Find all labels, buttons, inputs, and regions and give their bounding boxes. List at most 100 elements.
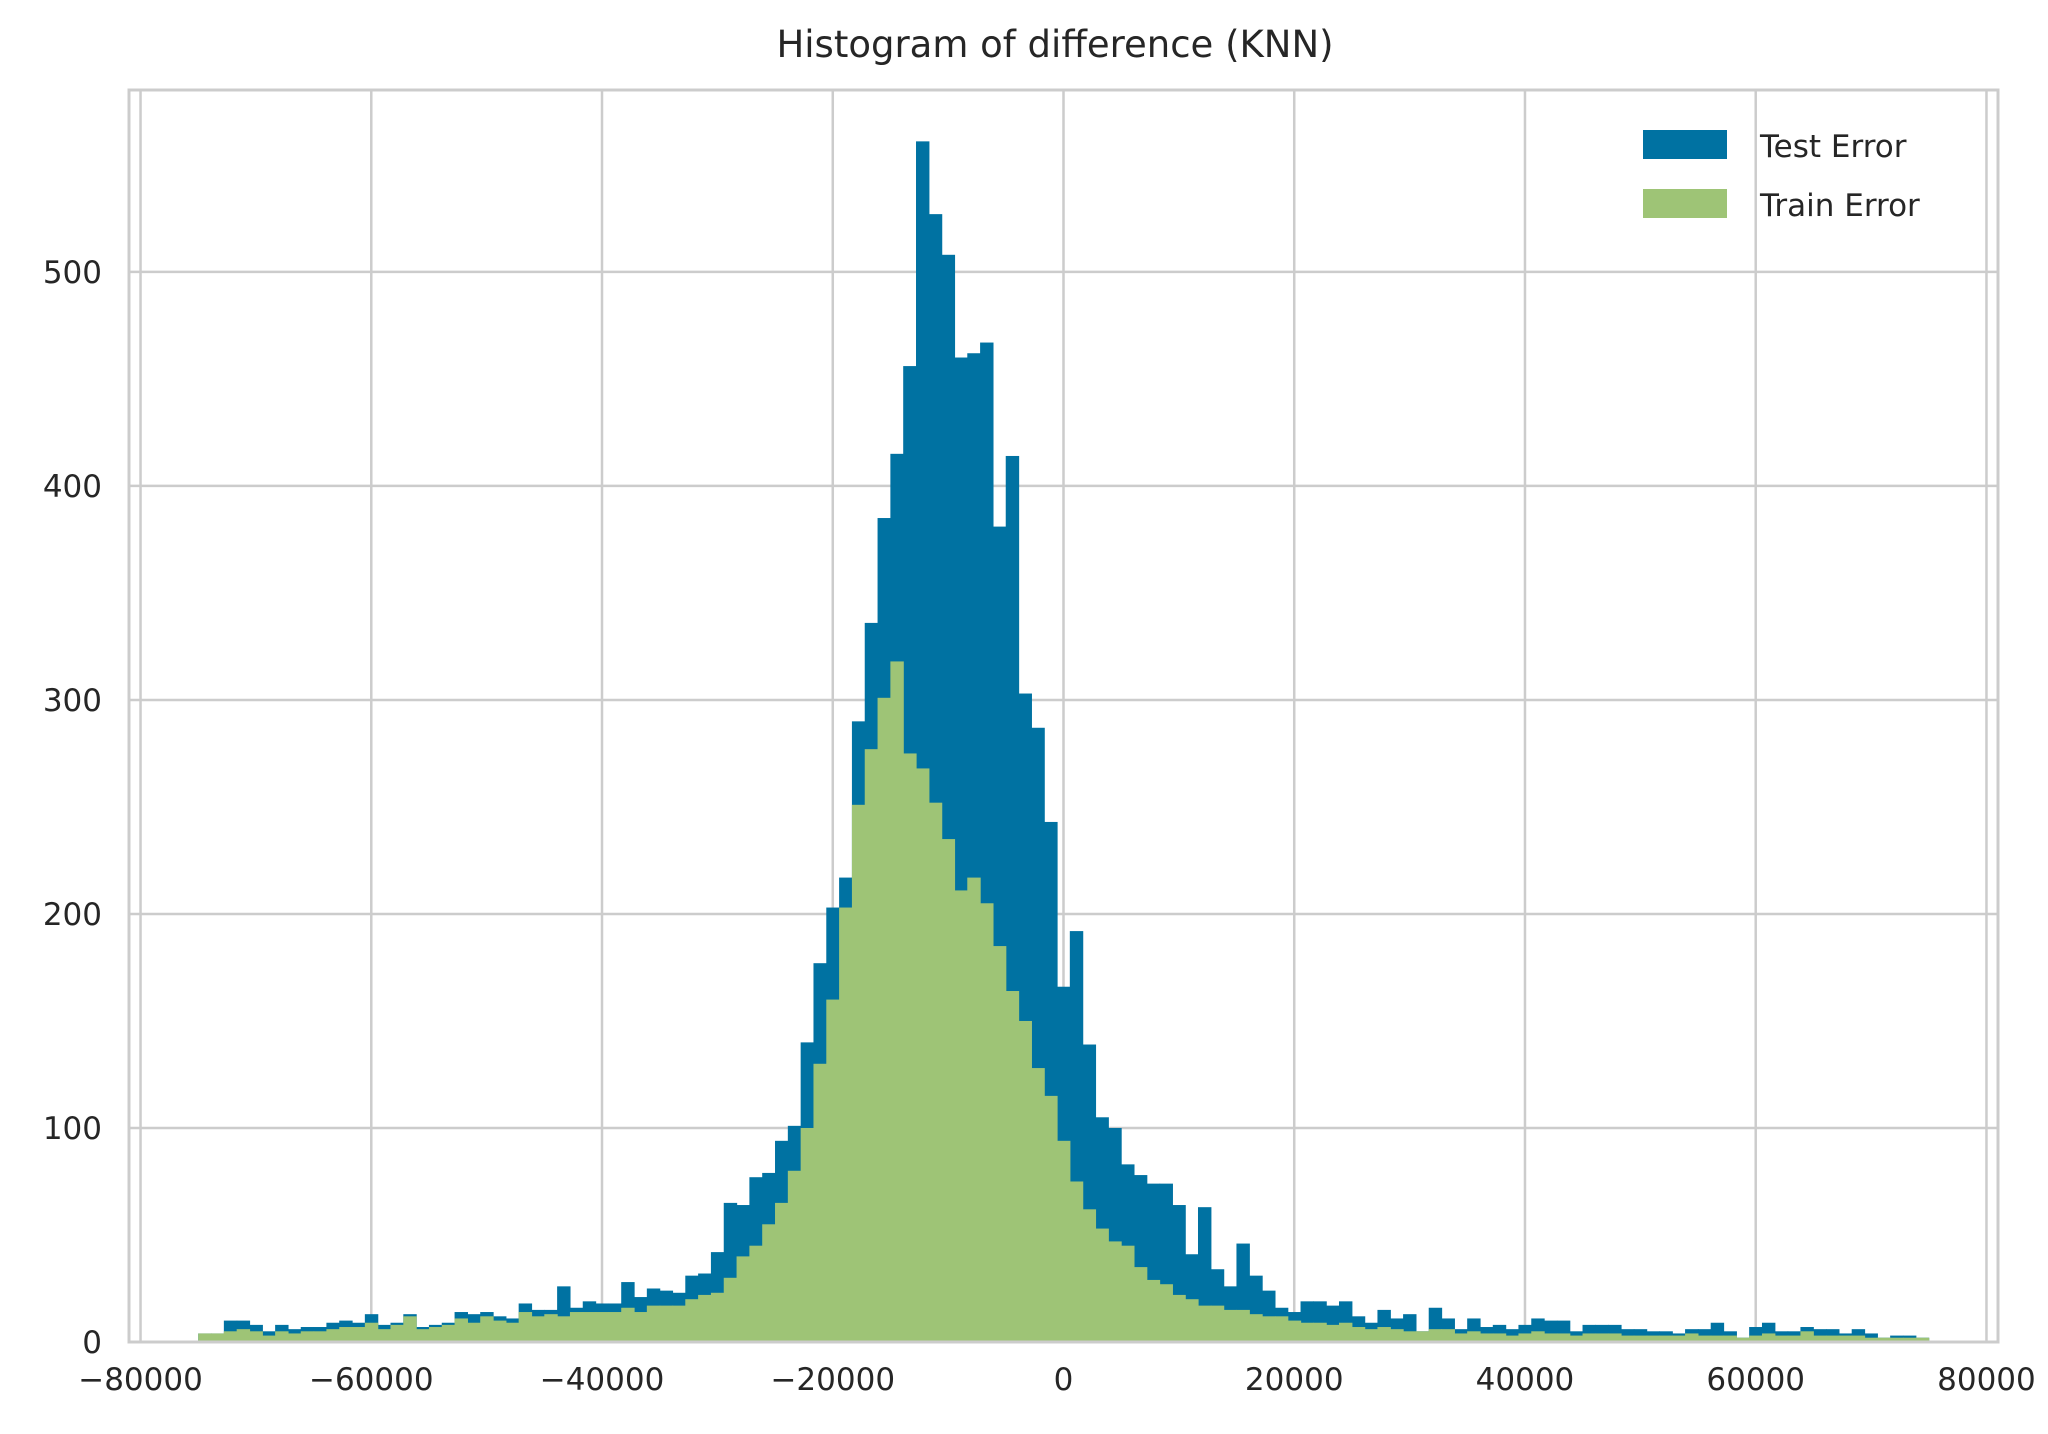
y-tick-label-0: 0 bbox=[82, 1325, 102, 1361]
train-error-bar-117 bbox=[1697, 1335, 1712, 1342]
train-error-bar-22 bbox=[480, 1316, 494, 1342]
train-error-bar-29 bbox=[569, 1312, 584, 1342]
train-error-bar-125 bbox=[1800, 1331, 1814, 1342]
train-error-bar-54 bbox=[890, 661, 904, 1342]
x-tick-label-4: 0 bbox=[1054, 1362, 1074, 1398]
x-axis-ticks: −80000 −60000 −40000 −20000 0 20000 40000 60000… bbox=[78, 1362, 2036, 1398]
train-error-bar-83 bbox=[1262, 1316, 1276, 1342]
train-error-bar-10 bbox=[326, 1329, 340, 1342]
train-error-bar-101 bbox=[1492, 1333, 1507, 1342]
legend-label-test-error: Test Error bbox=[1759, 129, 1907, 165]
train-error-bar-33 bbox=[621, 1307, 635, 1342]
train-error-bar-21 bbox=[467, 1322, 481, 1342]
train-error-bar-13 bbox=[364, 1322, 379, 1342]
train-error-bar-24 bbox=[505, 1322, 520, 1342]
train-error-bar-34 bbox=[634, 1312, 648, 1342]
train-error-bar-103 bbox=[1518, 1333, 1532, 1342]
train-error-bar-2 bbox=[223, 1331, 238, 1342]
train-error-bar-105 bbox=[1544, 1333, 1558, 1342]
train-error-bar-90 bbox=[1351, 1327, 1366, 1342]
train-error-bar-45 bbox=[775, 1202, 789, 1342]
y-tick-label-5: 500 bbox=[43, 255, 102, 291]
train-error-bar-72 bbox=[1121, 1245, 1135, 1342]
legend-swatch-test-error bbox=[1643, 130, 1727, 159]
x-tick-label-8: 80000 bbox=[1937, 1362, 2036, 1398]
train-error-bar-5 bbox=[262, 1335, 276, 1342]
train-error-bar-78 bbox=[1197, 1305, 1212, 1342]
train-error-bar-100 bbox=[1479, 1333, 1494, 1342]
train-error-bar-121 bbox=[1749, 1335, 1763, 1342]
train-error-bar-74 bbox=[1146, 1279, 1161, 1342]
train-error-bar-65 bbox=[1031, 1068, 1045, 1342]
train-error-bar-3 bbox=[236, 1329, 251, 1342]
train-error-bar-91 bbox=[1364, 1329, 1379, 1342]
train-error-bar-38 bbox=[685, 1299, 699, 1342]
legend-swatch-train-error bbox=[1643, 189, 1727, 218]
train-error-bar-9 bbox=[313, 1331, 327, 1342]
train-error-bar-70 bbox=[1095, 1228, 1109, 1342]
train-error-bar-31 bbox=[595, 1312, 609, 1342]
train-error-bar-27 bbox=[544, 1314, 558, 1342]
train-error-bar-57 bbox=[928, 802, 943, 1342]
train-error-bar-69 bbox=[1082, 1209, 1097, 1342]
train-error-bar-114 bbox=[1659, 1335, 1673, 1342]
train-error-bar-98 bbox=[1454, 1333, 1468, 1342]
train-error-bar-109 bbox=[1595, 1333, 1609, 1342]
train-error-bar-128 bbox=[1838, 1335, 1853, 1342]
x-tick-label-7: 60000 bbox=[1706, 1362, 1805, 1398]
train-error-bar-41 bbox=[723, 1277, 738, 1342]
train-error-bar-32 bbox=[608, 1312, 622, 1342]
train-error-bar-35 bbox=[646, 1305, 661, 1342]
x-tick-label-3: −20000 bbox=[770, 1362, 895, 1398]
train-error-bar-6 bbox=[275, 1331, 289, 1342]
train-error-bar-76 bbox=[1172, 1294, 1186, 1342]
train-error-bar-11 bbox=[339, 1327, 353, 1342]
train-error-bar-37 bbox=[672, 1305, 686, 1342]
train-error-bar-87 bbox=[1313, 1322, 1327, 1342]
train-error-bar-23 bbox=[493, 1320, 507, 1342]
train-error-bar-115 bbox=[1672, 1335, 1686, 1342]
train-error-bar-26 bbox=[531, 1316, 545, 1342]
train-error-bar-75 bbox=[1159, 1284, 1173, 1342]
train-error-bar-107 bbox=[1569, 1335, 1584, 1342]
train-error-bar-46 bbox=[787, 1170, 802, 1342]
train-error-bar-19 bbox=[441, 1324, 456, 1342]
train-error-bar-88 bbox=[1326, 1324, 1340, 1342]
train-error-bar-122 bbox=[1761, 1333, 1776, 1342]
train-error-bar-66 bbox=[1044, 1095, 1058, 1342]
train-error-bar-113 bbox=[1646, 1335, 1661, 1342]
train-error-bar-67 bbox=[1057, 1140, 1071, 1342]
legend: Test Error Train Error bbox=[1643, 129, 1920, 224]
train-error-bar-43 bbox=[749, 1245, 763, 1342]
axes-frame bbox=[127, 88, 2000, 1344]
train-error-bar-55 bbox=[903, 753, 917, 1342]
x-tick-label-0: −80000 bbox=[78, 1362, 203, 1398]
train-error-bar-61 bbox=[980, 903, 994, 1342]
train-error-bar-82 bbox=[1249, 1314, 1263, 1342]
train-error-bar-50 bbox=[839, 907, 853, 1342]
train-error-bar-131 bbox=[1877, 1337, 1891, 1342]
train-error-bar-68 bbox=[1069, 1181, 1084, 1342]
train-error-bar-120 bbox=[1736, 1337, 1750, 1342]
train-error-bar-64 bbox=[1018, 1020, 1032, 1342]
train-error-bar-116 bbox=[1685, 1333, 1699, 1342]
train-error-bar-48 bbox=[813, 1063, 827, 1342]
train-error-bar-36 bbox=[659, 1305, 674, 1342]
train-error-bar-73 bbox=[1133, 1267, 1148, 1342]
legend-label-train-error: Train Error bbox=[1759, 188, 1920, 224]
train-error-bar-30 bbox=[582, 1312, 597, 1342]
train-error-bar-59 bbox=[954, 890, 968, 1342]
train-error-bar-106 bbox=[1556, 1333, 1571, 1342]
train-error-bar-119 bbox=[1723, 1335, 1737, 1342]
train-error-bar-86 bbox=[1300, 1322, 1314, 1342]
train-error-bar-133 bbox=[1902, 1337, 1917, 1342]
train-error-bar-58 bbox=[941, 839, 956, 1342]
train-error-bar-52 bbox=[864, 749, 879, 1342]
x-tick-label-1: −60000 bbox=[309, 1362, 434, 1398]
train-error-bar-124 bbox=[1787, 1335, 1802, 1342]
train-error-bar-53 bbox=[877, 697, 891, 1342]
train-error-bar-112 bbox=[1633, 1335, 1648, 1342]
train-error-bar-123 bbox=[1774, 1335, 1789, 1342]
train-error-bar-51 bbox=[851, 804, 866, 1342]
